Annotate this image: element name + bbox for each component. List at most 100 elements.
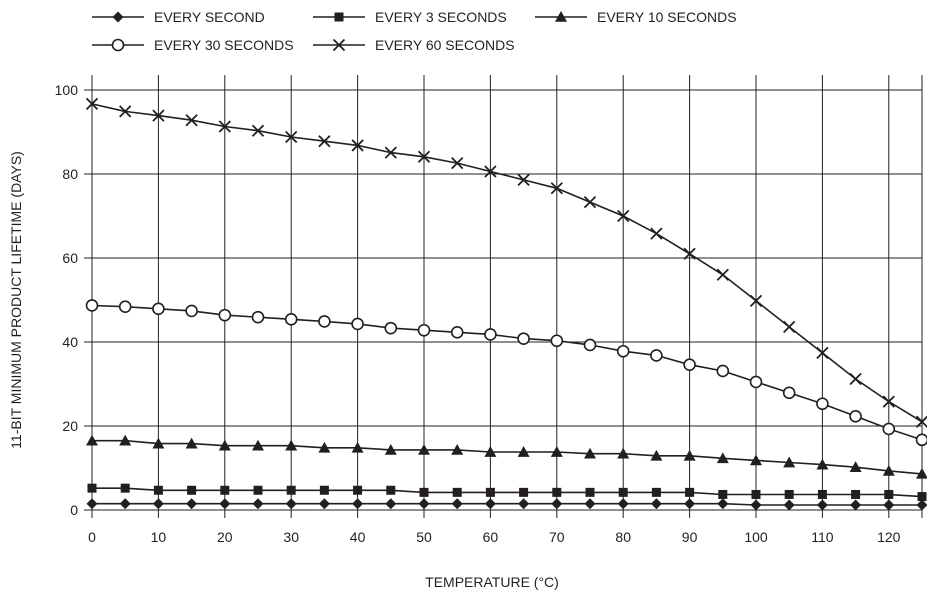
data-point — [86, 434, 98, 446]
data-point — [284, 313, 298, 326]
x-tick-labels: 0 10 20 30 40 50 60 70 80 90 100 110 120 — [88, 529, 901, 545]
data-point — [551, 498, 563, 510]
data-point — [251, 310, 265, 324]
data-point — [683, 247, 696, 260]
data-point — [783, 499, 795, 511]
data-point — [784, 489, 794, 499]
legend-label: EVERY 10 SECONDS — [597, 9, 737, 25]
data-point — [850, 499, 862, 511]
data-point — [484, 328, 497, 341]
legend-item: EVERY 3 SECONDS — [313, 9, 507, 25]
data-point — [519, 487, 529, 497]
series-every-10-seconds — [86, 434, 927, 479]
data-point — [152, 302, 165, 316]
data-point — [450, 326, 464, 339]
data-point — [485, 487, 495, 497]
data-point — [816, 397, 829, 411]
data-point — [650, 498, 662, 510]
data-point — [418, 443, 430, 455]
legend-label: EVERY 3 SECONDS — [375, 9, 507, 25]
data-point — [882, 395, 895, 408]
data-point — [319, 485, 329, 495]
data-point — [318, 441, 331, 453]
legend-item: EVERY 10 SECONDS — [535, 9, 737, 25]
data-point — [285, 439, 298, 451]
data-point — [750, 499, 762, 511]
data-point — [650, 349, 663, 362]
data-point — [915, 415, 927, 428]
data-point — [252, 439, 264, 451]
data-point — [517, 332, 530, 345]
legend-marker — [334, 12, 344, 22]
legend-marker — [111, 38, 125, 52]
data-point — [716, 452, 729, 464]
data-point — [419, 487, 429, 497]
data-point — [318, 498, 330, 510]
data-point — [119, 105, 132, 118]
data-point — [120, 483, 130, 493]
x-tick-label: 90 — [682, 529, 698, 545]
data-point — [417, 323, 431, 337]
series-line — [91, 304, 923, 441]
data-point — [418, 498, 430, 510]
data-point — [650, 227, 663, 240]
data-point — [617, 209, 630, 223]
data-point — [219, 498, 231, 510]
data-point — [683, 358, 696, 371]
data-point — [451, 156, 464, 170]
data-point — [384, 146, 397, 159]
data-point — [884, 489, 894, 499]
data-point — [651, 487, 661, 497]
data-point — [87, 483, 97, 493]
data-point — [882, 464, 895, 476]
data-point — [85, 299, 99, 312]
data-point — [218, 308, 232, 322]
data-point — [318, 315, 331, 328]
data-point — [751, 489, 761, 499]
data-point — [617, 447, 630, 459]
data-point — [186, 498, 198, 510]
legend-marker — [112, 11, 124, 23]
data-point — [185, 304, 198, 318]
data-point — [718, 489, 728, 499]
series-line — [92, 439, 923, 475]
data-point — [86, 498, 98, 510]
data-point — [451, 443, 464, 455]
data-point — [352, 498, 364, 510]
chart-legend: EVERY SECOND EVERY 3 SECONDS EVERY 10 SECO… — [92, 9, 737, 53]
data-point — [550, 334, 564, 348]
legend-label: EVERY 60 SECONDS — [375, 37, 515, 53]
legend-item: EVERY 60 SECONDS — [313, 37, 515, 53]
data-point — [915, 433, 927, 447]
data-point — [917, 492, 927, 502]
data-point — [617, 498, 629, 510]
series-line — [92, 487, 923, 498]
x-tick-label: 0 — [88, 529, 96, 545]
data-point — [618, 487, 628, 497]
x-tick-label: 60 — [483, 529, 499, 545]
x-tick-label: 110 — [811, 529, 834, 545]
data-point — [552, 487, 562, 497]
data-point — [849, 372, 862, 386]
y-tick-label: 60 — [62, 250, 78, 266]
y-tick-labels: 0 20 40 60 80 100 — [55, 82, 79, 518]
series-line — [92, 502, 922, 506]
data-point — [286, 485, 296, 495]
data-point — [749, 375, 763, 389]
y-tick-label: 20 — [62, 418, 78, 434]
data-point — [118, 300, 132, 314]
data-point — [517, 446, 530, 457]
y-tick-label: 0 — [70, 502, 78, 518]
data-point — [152, 109, 165, 122]
data-point — [119, 498, 131, 510]
data-point — [750, 454, 762, 466]
x-tick-label: 30 — [283, 529, 299, 545]
data-point — [484, 446, 497, 457]
data-point — [351, 139, 364, 152]
data-point — [816, 346, 829, 360]
legend-marker — [555, 11, 567, 22]
data-point — [584, 447, 596, 459]
x-tick-label: 100 — [744, 529, 768, 545]
data-point — [583, 338, 597, 352]
data-point — [351, 441, 364, 453]
